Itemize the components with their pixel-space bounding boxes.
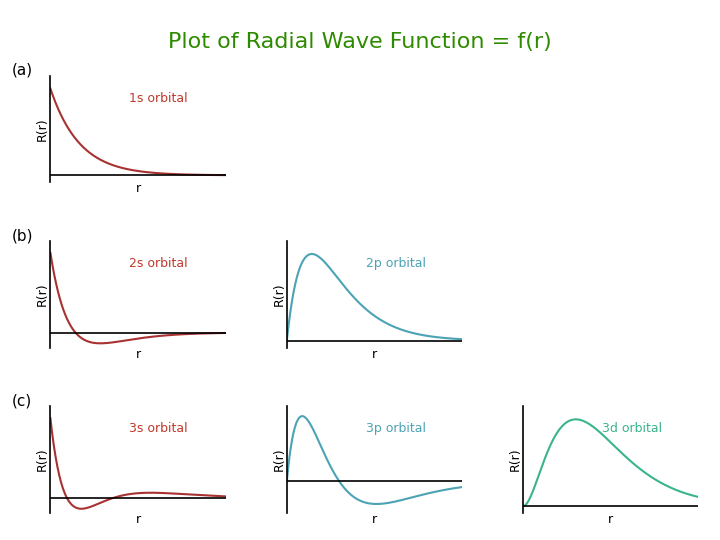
Text: 2s orbital: 2s orbital — [129, 257, 188, 270]
Text: 2p orbital: 2p orbital — [366, 257, 426, 270]
Y-axis label: R(r): R(r) — [272, 282, 285, 306]
Text: 3s orbital: 3s orbital — [129, 422, 188, 435]
X-axis label: r: r — [372, 348, 377, 361]
Text: 3d orbital: 3d orbital — [602, 422, 662, 435]
Y-axis label: R(r): R(r) — [36, 448, 49, 471]
Text: 3p orbital: 3p orbital — [366, 422, 426, 435]
X-axis label: r: r — [372, 513, 377, 526]
X-axis label: r: r — [135, 348, 140, 361]
Y-axis label: R(r): R(r) — [36, 282, 49, 306]
X-axis label: r: r — [135, 183, 140, 195]
Text: (b): (b) — [12, 228, 33, 243]
Text: (a): (a) — [12, 63, 33, 78]
Text: (c): (c) — [12, 394, 32, 409]
X-axis label: r: r — [608, 513, 613, 526]
Text: 1s orbital: 1s orbital — [129, 92, 188, 105]
Text: Plot of Radial Wave Function = f(r): Plot of Radial Wave Function = f(r) — [168, 32, 552, 52]
X-axis label: r: r — [135, 513, 140, 526]
Y-axis label: R(r): R(r) — [509, 448, 522, 471]
Y-axis label: R(r): R(r) — [272, 448, 285, 471]
Y-axis label: R(r): R(r) — [36, 117, 49, 141]
